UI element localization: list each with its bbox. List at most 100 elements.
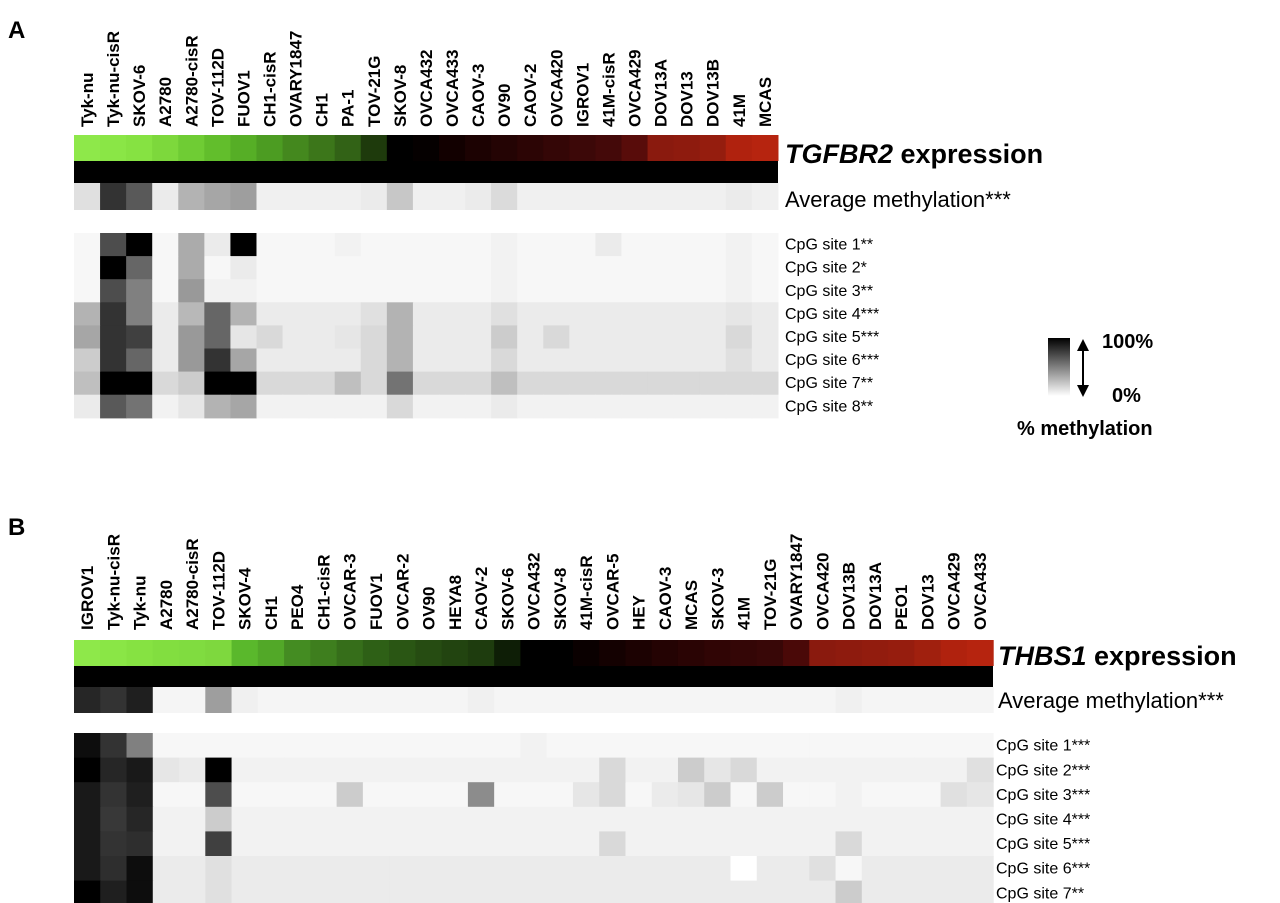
panel-b-cpg-cell	[310, 856, 338, 882]
legend-max-label: 100%	[1102, 331, 1153, 353]
panel-b-cpg-cell	[284, 757, 311, 783]
panel-a-cpg-cell	[438, 325, 466, 350]
panel-a-cpg-cell	[230, 325, 258, 350]
panel-b-cell-line-label: 41M	[735, 597, 754, 630]
panel-b-gene-label: THBS1 expression	[998, 641, 1237, 671]
panel-b-average-cell	[179, 687, 206, 713]
panel-a-cell-line-label: OVCA432	[417, 50, 436, 127]
panel-b-cpg-cell	[179, 782, 206, 808]
panel-b-cpg-cell	[572, 733, 600, 759]
panel-b-average-cell	[940, 687, 968, 713]
panel-a-expression-cell	[595, 135, 623, 161]
panel-a-cell-line-label: 41M	[730, 94, 749, 127]
panel-a-expression-cell	[74, 135, 101, 161]
panel-b-cell-line-label: A2780	[157, 580, 176, 630]
panel-b-separator-bar	[74, 666, 993, 687]
panel-a-cpg-cell	[308, 233, 336, 257]
panel-b-cell-line-label: OVCA429	[945, 553, 964, 630]
panel-b-cpg-cell	[205, 757, 233, 783]
panel-b-average-cell	[546, 687, 574, 713]
panel-a-cpg-cell	[282, 371, 310, 396]
panel-b-cpg-cell	[389, 806, 416, 832]
panel-b-cpg-cell	[100, 757, 128, 783]
panel-a-cpg-cell	[647, 233, 675, 257]
panel-a-expression-cell	[386, 135, 414, 161]
panel-b-average-cell	[362, 687, 390, 713]
panel-b-cpg-cell	[730, 831, 758, 857]
panel-b-expression-cell	[809, 640, 837, 666]
panel-b-cpg-cell	[310, 831, 338, 857]
panel-a-cpg-cell	[647, 256, 675, 280]
panel-b-cpg-cell	[940, 806, 968, 832]
panel-b-average-cell	[126, 687, 154, 713]
panel-a-cpg-cell	[74, 233, 101, 257]
panel-b-expression-cell	[625, 640, 653, 666]
panel-b-cpg-cell	[546, 806, 574, 832]
panel-b-gene-name: THBS1	[998, 641, 1087, 671]
panel-a-cpg-cell	[334, 302, 362, 326]
panel-b-cpg-cell	[257, 831, 285, 857]
panel-b-cpg-cell	[494, 733, 522, 759]
panel-b-cell-line-label: HEYA8	[446, 575, 465, 630]
panel-a-expression-cell	[569, 135, 596, 161]
panel-b-cell-line-label: OVCA433	[971, 553, 990, 630]
panel-b-cpg-cell	[126, 880, 154, 903]
panel-a-cpg-cell	[74, 348, 101, 373]
panel-b-cpg-cell	[809, 806, 837, 832]
panel-a-cell-line-label: SKOV-8	[391, 65, 410, 127]
panel-a-average-cell	[178, 183, 205, 210]
panel-b-cpg-cell	[888, 733, 915, 759]
panel-b-cpg-cell	[415, 806, 443, 832]
panel-b-cpg-cell	[284, 782, 311, 808]
panel-b-cpg-cell	[835, 782, 863, 808]
panel-b-cpg-cell	[231, 880, 259, 903]
panel-a-cpg-cell	[543, 348, 570, 373]
panel-a-cpg-cell	[386, 371, 414, 396]
panel-b-cpg-cell	[940, 856, 968, 882]
panel-b-cpg-cell	[861, 757, 889, 783]
panel-b-cell-line-label: PEO1	[892, 585, 911, 630]
panel-b-cpg-cell	[704, 757, 732, 783]
panel-a-cell-line-label: DOV13B	[704, 59, 723, 127]
panel-a-cpg-cell	[334, 256, 362, 280]
panel-a-cpg-cell	[230, 302, 258, 326]
panel-a-cell-line-label: A2780	[156, 77, 175, 127]
panel-a-cpg-cell	[126, 371, 153, 396]
panel-b-cell-line-label: CAOV-2	[472, 567, 491, 630]
panel-a-cpg-cell	[465, 371, 492, 396]
panel-a-cpg-cell	[569, 279, 596, 303]
panel-b-cpg-cell	[126, 856, 154, 882]
panel-b-cpg-cell	[783, 831, 810, 857]
panel-a-column-labels: Tyk-nu Tyk-nu-cisR SKOV-6 A2780 A2780-cisR TO…	[78, 31, 775, 127]
panel-a-cpg-cell	[517, 233, 544, 257]
panel-b-average-cell	[861, 687, 889, 713]
panel-b-cpg-cell	[704, 806, 732, 832]
panel-b-cpg-cell	[74, 733, 101, 759]
panel-a-cpg-cell	[334, 371, 362, 396]
panel-b-cpg-cell	[783, 806, 810, 832]
panel-b-average-cell	[100, 687, 128, 713]
panel-b-expression-cell	[730, 640, 758, 666]
panel-a-cell-line-label: OVCA429	[626, 50, 645, 127]
panel-a-cpg-cell	[412, 302, 440, 326]
panel-a-cpg-cell	[543, 279, 570, 303]
panel-b-cell-line-label: TOV-21G	[761, 559, 780, 631]
panel-a-cpg-heatmap	[74, 233, 779, 419]
panel-a-cpg-cell	[126, 279, 153, 303]
panel-a-cpg-cell	[647, 325, 675, 350]
panel-a-cell-line-label: PA-1	[339, 90, 358, 127]
panel-b-cpg-cell	[546, 856, 574, 882]
panel-b-cpg-cell	[152, 733, 180, 759]
panel-a-cpg-cell	[230, 394, 258, 419]
panel-a-average-cell	[412, 183, 440, 210]
panel-b-cpg-cell	[152, 856, 180, 882]
panel-a-site-label: CpG site 2*	[785, 260, 867, 277]
panel-b-cpg-cell	[362, 757, 390, 783]
panel-a-cpg-cell	[673, 279, 701, 303]
panel-a-cpg-cell	[100, 325, 127, 350]
panel-b-cpg-cell	[704, 831, 732, 857]
panel-b-cpg-cell	[441, 880, 469, 903]
panel-a-cpg-cell	[386, 348, 414, 373]
panel-a-average-cell	[673, 183, 701, 210]
panel-b-site-label: CpG site 2***	[996, 762, 1090, 779]
